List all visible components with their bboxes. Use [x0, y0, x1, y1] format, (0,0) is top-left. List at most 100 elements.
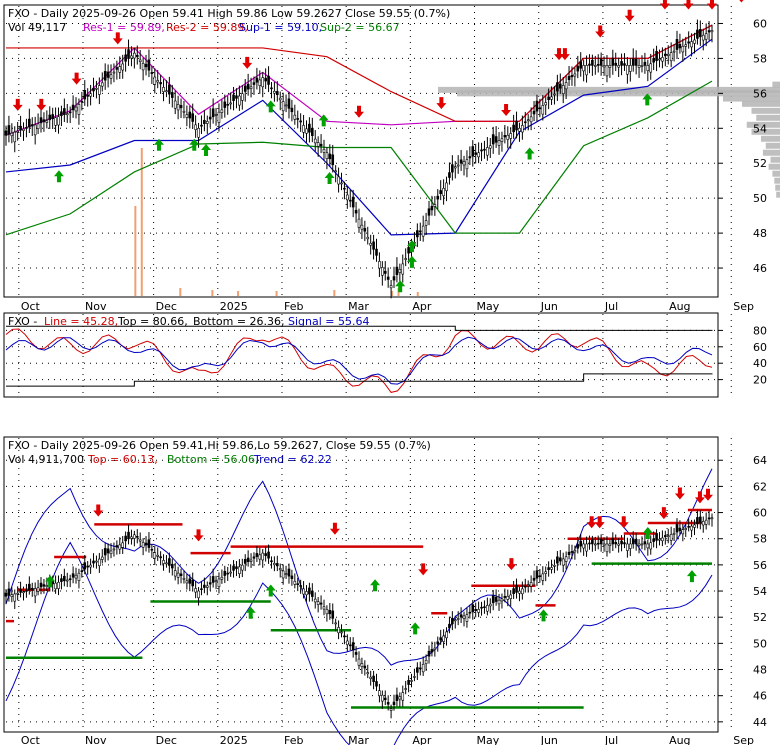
price-candle-body	[655, 50, 658, 61]
price-candle-body	[57, 116, 60, 126]
volume-profile	[438, 81, 780, 198]
price-candle-body	[121, 63, 124, 71]
price-candle-body	[200, 124, 203, 127]
price-candle-body	[614, 62, 618, 66]
price-candle-body	[424, 220, 428, 226]
price-candle-body	[486, 147, 489, 156]
trend-candle-body	[416, 667, 419, 673]
price-candle-body	[640, 65, 644, 67]
trend-candle-body	[523, 585, 527, 588]
price-candle-body	[135, 54, 139, 57]
buy-arrow	[524, 147, 535, 160]
price-candle-body	[643, 61, 647, 66]
price-x-tick-label: Sep	[733, 300, 754, 313]
trend-candle-body	[401, 692, 405, 701]
price-x-tick-label: Mar	[348, 300, 369, 313]
trend-candle-body	[369, 676, 372, 679]
price-candle-body	[354, 209, 358, 214]
price-candle-body	[386, 276, 390, 280]
trend-candle-body	[281, 570, 285, 579]
price-candles	[4, 19, 714, 299]
trend-candle-body	[664, 535, 667, 538]
price-candle-body	[678, 43, 682, 49]
trend-candle-body	[22, 591, 25, 594]
trend-candle-body	[328, 610, 332, 615]
trend-x-tick-label: Apr	[412, 734, 432, 745]
volume-profile-bar	[742, 100, 780, 107]
trend-candle-body	[602, 543, 606, 546]
price-candle-body	[258, 79, 262, 86]
price-candle-body	[532, 110, 536, 115]
trend-candle-body	[33, 588, 37, 597]
price-candle-body	[611, 57, 615, 66]
price-candle-body	[661, 57, 664, 62]
price-candle-body	[567, 76, 571, 80]
price-candle-body	[74, 106, 78, 112]
price-candle-body	[459, 159, 463, 164]
trend-candle-body	[211, 576, 215, 583]
trend-y-tick-label: 62	[753, 480, 767, 493]
price-candle-body	[322, 149, 326, 153]
trend-candle-body	[392, 701, 396, 706]
buy-arrow	[265, 100, 276, 113]
price-candle-body	[681, 46, 685, 53]
volume-profile-bar	[723, 95, 780, 102]
sell-arrow	[506, 558, 517, 571]
price-candle-body	[535, 100, 539, 112]
price-candle-body	[468, 156, 472, 159]
price-candle-body	[205, 121, 209, 124]
trend-candle-body	[351, 642, 355, 651]
trend-candle-body	[515, 585, 518, 593]
price-candle-body	[316, 142, 320, 147]
trend-candle-body	[232, 565, 235, 571]
price-candle-body	[453, 166, 457, 169]
buy-arrow	[370, 579, 381, 592]
trend-candle-body	[643, 541, 647, 545]
price-candle-body	[77, 104, 81, 115]
trend-x-axis: Oct Nov Dec 2025 Feb Mar Apr May Jun Jul Aug Sep	[21, 734, 754, 745]
price-x-tick-label: Apr	[412, 300, 432, 313]
sell-arrow	[659, 0, 670, 10]
trend-candle-body	[205, 585, 209, 588]
price-candle-body	[273, 90, 276, 94]
price-candle-body	[664, 53, 667, 57]
price-candle-body	[526, 119, 530, 122]
trend-candle-body	[529, 582, 533, 587]
trend-candle-body	[483, 606, 486, 609]
price-candle-body	[658, 58, 661, 61]
price-candle-body	[649, 63, 653, 73]
price-candle-body	[404, 258, 407, 260]
volume-profile-bar	[438, 86, 780, 93]
price-candle-body	[626, 65, 629, 75]
price-candle-body	[439, 190, 442, 195]
sell-arrow	[618, 516, 629, 529]
trend-candle-body	[133, 534, 136, 539]
trend-candle-body	[669, 534, 673, 541]
price-candle-body	[337, 176, 340, 185]
price-x-tick-label: Jun	[540, 300, 558, 313]
trend-candle-body	[261, 552, 265, 561]
stoch-y-axis: 80 60 40 20	[718, 324, 767, 387]
volume-profile-bar	[756, 114, 780, 121]
price-candle-body	[191, 113, 195, 122]
price-candle-body	[407, 247, 410, 254]
panel-price: FXO - Daily 2025-09-26 Open 59.41 High 5…	[3, 0, 780, 313]
trend-candle-body	[95, 560, 98, 563]
price-candle-body	[512, 124, 515, 133]
trend-x-tick-label: Oct	[21, 734, 41, 745]
price-candle-body	[115, 67, 119, 70]
trend-candle-body	[360, 663, 364, 667]
trend-candle-body	[538, 575, 542, 577]
volume-bar	[179, 288, 182, 296]
stoch-line-signal	[5, 336, 713, 385]
price-candle-body	[696, 29, 699, 39]
price-x-tick-label: May	[477, 300, 500, 313]
price-candle-body	[416, 230, 419, 238]
trend-candle-body	[255, 553, 259, 557]
sell-arrow	[624, 9, 635, 22]
trend-candle-body	[185, 580, 189, 584]
trend-candle-body	[153, 552, 157, 559]
price-candle-body	[497, 140, 501, 146]
trend-candle-body	[477, 609, 480, 613]
